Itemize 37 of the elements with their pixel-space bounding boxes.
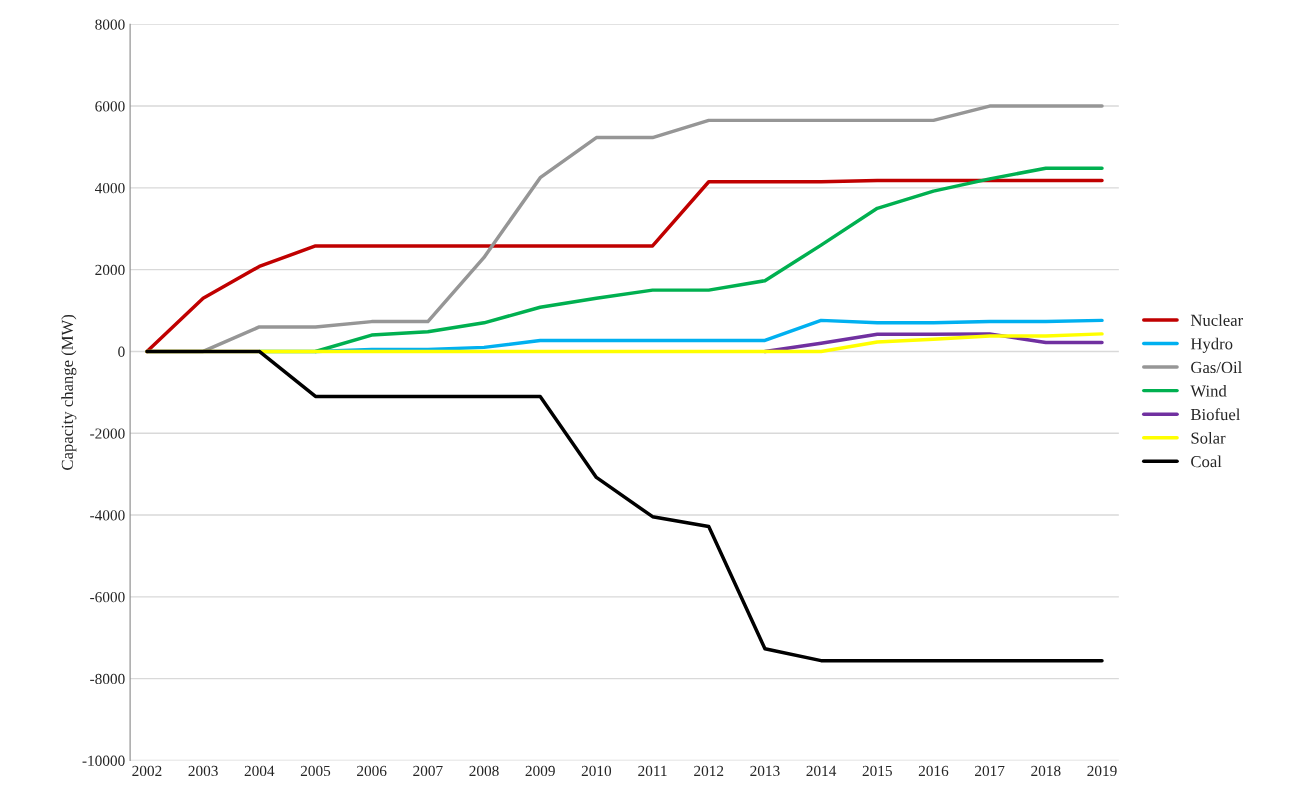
y-tick-label: -8000	[90, 673, 125, 685]
x-tick-label: 2008	[469, 765, 499, 777]
x-tick-label: 2017	[975, 765, 1005, 777]
y-tick-label: -10000	[82, 755, 125, 766]
legend-label: Solar	[1191, 431, 1226, 444]
x-tick-label: 2007	[413, 765, 443, 777]
legend-label: Gas/Oil	[1191, 361, 1242, 374]
y-tick-label: -4000	[90, 510, 125, 521]
legend-label: Nuclear	[1190, 314, 1244, 326]
x-tick-label: 2006	[357, 765, 387, 777]
y-tick-label: 2000	[95, 264, 125, 276]
x-tick-label: 2016	[918, 765, 949, 777]
y-tick-label: 4000	[94, 183, 125, 194]
x-tick-label: 2010	[581, 765, 612, 777]
x-tick-label: 2003	[188, 765, 218, 777]
y-tick-label: 8000	[95, 19, 125, 30]
x-tick-label: 2019	[1087, 765, 1117, 777]
x-tick-label: 2004	[244, 765, 275, 777]
x-tick-label: 2012	[694, 765, 724, 777]
x-tick-label: 2011	[638, 765, 667, 777]
x-tick-label: 2005	[300, 765, 331, 777]
y-axis-title: Capacity change (MW)	[61, 314, 77, 470]
x-tick-label: 2015	[862, 765, 892, 777]
legend-label: Biofuel	[1190, 408, 1241, 421]
y-tick-label: 6000	[95, 101, 125, 112]
y-tick-label: -6000	[90, 592, 125, 603]
legend-label: Coal	[1191, 455, 1222, 468]
x-tick-label: 2002	[132, 765, 162, 777]
legend-label: Hydro	[1190, 337, 1233, 353]
legend-label: Wind	[1190, 384, 1227, 397]
y-tick-label: -2000	[90, 428, 125, 439]
y-tick-label: 0	[118, 346, 125, 357]
x-tick-label: 2009	[525, 765, 555, 777]
x-tick-label: 2013	[750, 765, 780, 777]
line-series	[145, 349, 1104, 663]
x-tick-label: 2014	[806, 765, 837, 777]
x-tick-label: 2018	[1031, 765, 1061, 777]
